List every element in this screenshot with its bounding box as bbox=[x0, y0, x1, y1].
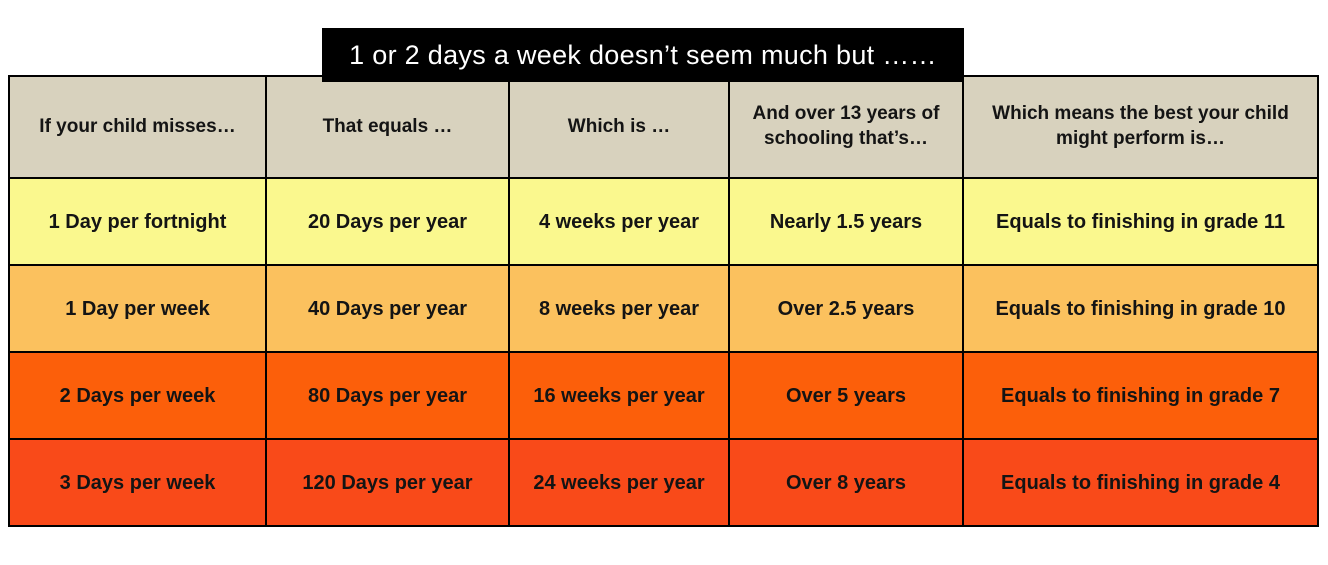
header-cell-which-is: Which is … bbox=[508, 75, 730, 179]
cell-weeks-year: 8 weeks per year bbox=[508, 264, 730, 353]
cell-days-year: 120 Days per year bbox=[265, 438, 510, 527]
cell-misses: 2 Days per week bbox=[8, 351, 267, 440]
table-row-2-days-week: 2 Days per week 80 Days per year 16 week… bbox=[8, 351, 1319, 440]
header-cell-13-years: And over 13 years of schooling that’s… bbox=[728, 75, 964, 179]
cell-grade-level: Equals to finishing in grade 7 bbox=[962, 351, 1319, 440]
cell-misses: 1 Day per fortnight bbox=[8, 177, 267, 266]
cell-weeks-year: 4 weeks per year bbox=[508, 177, 730, 266]
table-row-3-days-week: 3 Days per week 120 Days per year 24 wee… bbox=[8, 438, 1319, 527]
title-text: 1 or 2 days a week doesn’t seem much but… bbox=[349, 39, 937, 70]
table-row-1-day-week: 1 Day per week 40 Days per year 8 weeks … bbox=[8, 264, 1319, 353]
cell-misses: 3 Days per week bbox=[8, 438, 267, 527]
cell-days-year: 20 Days per year bbox=[265, 177, 510, 266]
cell-grade-level: Equals to finishing in grade 10 bbox=[962, 264, 1319, 353]
cell-grade-level: Equals to finishing in grade 4 bbox=[962, 438, 1319, 527]
header-cell-best-performance: Which means the best your child might pe… bbox=[962, 75, 1319, 179]
title-banner: 1 or 2 days a week doesn’t seem much but… bbox=[322, 28, 964, 82]
cell-days-year: 40 Days per year bbox=[265, 264, 510, 353]
cell-years-lost: Over 8 years bbox=[728, 438, 964, 527]
header-cell-misses: If your child misses… bbox=[8, 75, 267, 179]
cell-days-year: 80 Days per year bbox=[265, 351, 510, 440]
header-cell-equals: That equals … bbox=[265, 75, 510, 179]
cell-weeks-year: 24 weeks per year bbox=[508, 438, 730, 527]
cell-years-lost: Over 5 years bbox=[728, 351, 964, 440]
header-row: If your child misses… That equals … Whic… bbox=[8, 75, 1319, 179]
cell-grade-level: Equals to finishing in grade 11 bbox=[962, 177, 1319, 266]
attendance-impact-table: If your child misses… That equals … Whic… bbox=[8, 75, 1319, 527]
table-row-fortnight: 1 Day per fortnight 20 Days per year 4 w… bbox=[8, 177, 1319, 266]
cell-weeks-year: 16 weeks per year bbox=[508, 351, 730, 440]
cell-misses: 1 Day per week bbox=[8, 264, 267, 353]
cell-years-lost: Nearly 1.5 years bbox=[728, 177, 964, 266]
cell-years-lost: Over 2.5 years bbox=[728, 264, 964, 353]
